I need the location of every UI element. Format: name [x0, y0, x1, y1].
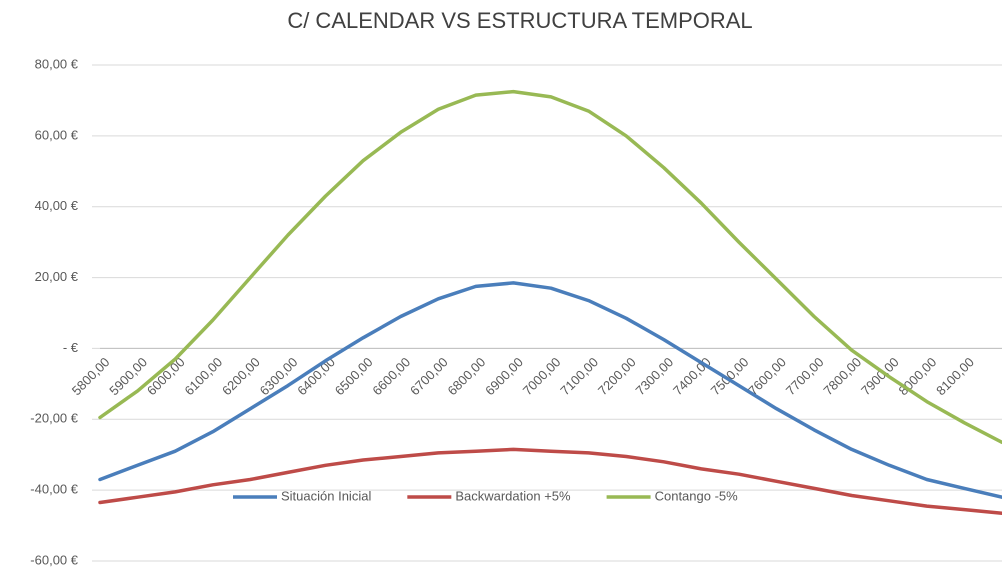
x-tick-label: 8100,00 — [933, 354, 977, 398]
x-tick-label: 6500,00 — [332, 354, 376, 398]
x-tick-label: 6100,00 — [181, 354, 225, 398]
y-tick-label: -40,00 € — [30, 482, 78, 497]
y-tick-label: 40,00 € — [35, 198, 79, 213]
x-tick-label: 6900,00 — [482, 354, 526, 398]
legend-label: Backwardation +5% — [455, 488, 571, 503]
y-tick-label: 60,00 € — [35, 127, 79, 142]
legend-label: Situación Inicial — [281, 488, 371, 503]
x-tick-label: 7300,00 — [632, 354, 676, 398]
x-tick-label: 7500,00 — [708, 354, 752, 398]
x-tick-label: 7800,00 — [820, 354, 864, 398]
y-tick-label: 20,00 € — [35, 269, 79, 284]
legend-label: Contango -5% — [655, 488, 739, 503]
y-tick-label: -60,00 € — [30, 552, 78, 567]
x-tick-label: 8000,00 — [896, 354, 940, 398]
line-series — [98, 281, 1002, 499]
x-tick-label: 7100,00 — [557, 354, 601, 398]
x-tick-label: 6800,00 — [445, 354, 489, 398]
x-tick-label: 6200,00 — [219, 354, 263, 398]
x-tick-label: 7200,00 — [595, 354, 639, 398]
y-tick-label: 80,00 € — [35, 56, 79, 71]
chart-title: C/ CALENDAR VS ESTRUCTURA TEMPORAL — [287, 8, 752, 33]
line-series — [98, 447, 1002, 515]
y-tick-label: -20,00 € — [30, 411, 78, 426]
y-tick-label: - € — [63, 340, 79, 355]
x-tick-label: 7700,00 — [783, 354, 827, 398]
x-tick-label: 7000,00 — [520, 354, 564, 398]
x-tick-label: 5900,00 — [106, 354, 150, 398]
line-series — [98, 89, 1002, 445]
x-tick-label: 6600,00 — [369, 354, 413, 398]
x-tick-label: 6000,00 — [144, 354, 188, 398]
legend: Situación Inicial Backwardation +5% Contan… — [233, 488, 738, 503]
x-tick-label: 7400,00 — [670, 354, 714, 398]
x-tick-label: 6700,00 — [407, 354, 451, 398]
x-tick-label: 5800,00 — [69, 354, 113, 398]
